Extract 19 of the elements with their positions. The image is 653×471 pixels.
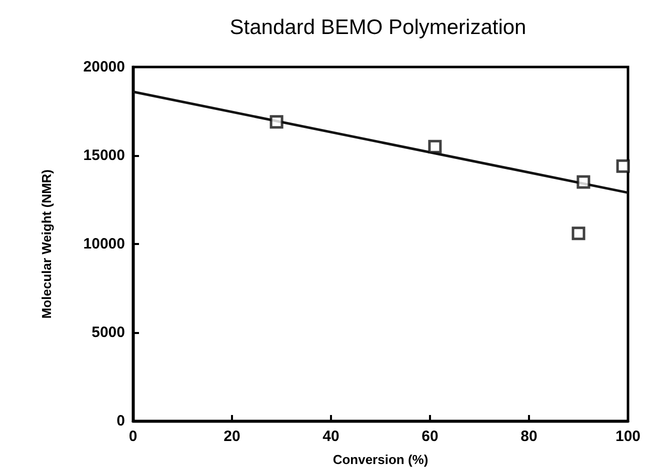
x-axis-title: Conversion (%) [332,452,428,467]
x-tick-label: 0 [128,428,138,445]
chart-title: Standard BEMO Polymerization [230,16,526,39]
y-tick-label: 20000 [83,58,125,76]
y-tick-label: 0 [116,412,125,430]
y-axis-title: Molecular Weight (NMR) [39,169,54,319]
x-tick-label: 80 [520,428,538,445]
y-tick-label: 15000 [83,147,125,164]
x-tick-label: 100 [615,428,641,445]
y-tick-label: 5000 [92,324,125,341]
point [576,175,590,189]
y-tick-label: 10000 [83,236,125,252]
x-tick-label: 60 [422,428,438,445]
x-tick-label: 40 [322,428,340,445]
point [428,140,442,154]
x-tick-label: 20 [224,428,240,445]
point [270,115,284,129]
point [616,159,630,173]
point [572,226,586,240]
